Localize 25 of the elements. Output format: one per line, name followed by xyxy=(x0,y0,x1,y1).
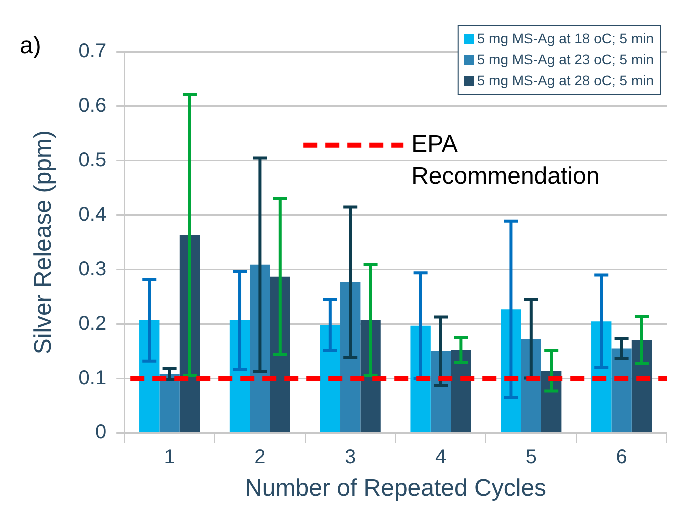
legend-label: EPA Recommendation xyxy=(412,131,600,190)
chart-title: a) xyxy=(20,32,42,60)
y-tick-label: 0.6 xyxy=(78,94,107,117)
y-tick-label: 0.5 xyxy=(78,149,107,172)
y-tick-label: 0 xyxy=(95,422,107,444)
y-tick-label: 0.7 xyxy=(78,40,107,63)
bar xyxy=(160,374,180,432)
x-tick-label: 2 xyxy=(254,446,266,469)
bar xyxy=(612,348,632,432)
x-tick-label: 5 xyxy=(526,446,537,469)
legend-label: 5 mg MS-Ag at 28 oC; 5 min xyxy=(477,72,654,88)
legend-label: 5 mg MS-Ag at 23 oC; 5 min xyxy=(477,51,654,68)
x-axis-title: Number of Repeated Cycles xyxy=(245,475,547,502)
x-tick-label: 3 xyxy=(345,446,356,469)
x-tick-label: 1 xyxy=(164,446,176,469)
y-tick-label: 0.4 xyxy=(78,204,107,226)
bar xyxy=(320,325,341,432)
legend-label: 5 mg MS-Ag at 18 oC; 5 min xyxy=(477,30,654,46)
y-tick-label: 0.3 xyxy=(78,258,107,280)
y-tick-label: 0.2 xyxy=(78,312,107,335)
y-tick-label: 0.1 xyxy=(78,367,107,390)
y-axis-title: Silver Release (ppm) xyxy=(30,130,58,355)
x-tick-label: 6 xyxy=(616,446,628,469)
x-tick-label: 4 xyxy=(435,446,447,469)
bar xyxy=(451,350,472,432)
